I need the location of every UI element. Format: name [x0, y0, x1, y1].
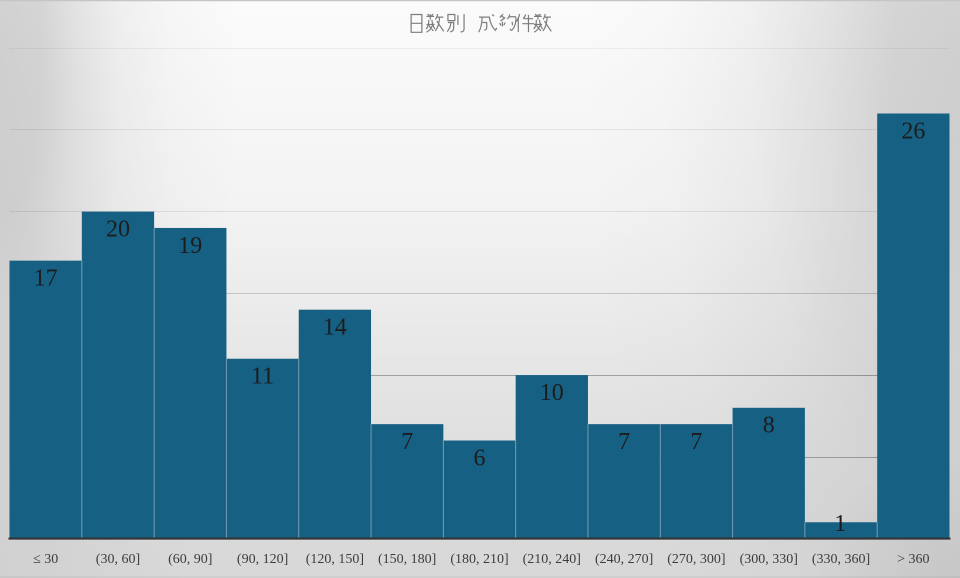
svg-text:8: 8	[763, 413, 775, 439]
svg-text:(300, 330]: (300, 330]	[740, 552, 798, 567]
svg-text:(270, 300]: (270, 300]	[667, 552, 725, 567]
svg-text:(30, 60]: (30, 60]	[96, 552, 140, 567]
svg-text:19: 19	[178, 233, 202, 259]
svg-text:20: 20	[106, 217, 130, 243]
svg-text:(60, 90]: (60, 90]	[168, 552, 212, 567]
svg-text:14: 14	[323, 315, 347, 341]
svg-text:> 360: > 360	[897, 552, 929, 567]
svg-text:(210, 240]: (210, 240]	[523, 552, 581, 567]
svg-text:10: 10	[540, 380, 564, 406]
svg-text:7: 7	[690, 429, 702, 455]
svg-text:6: 6	[474, 445, 486, 471]
svg-text:17: 17	[34, 266, 58, 292]
svg-text:7: 7	[618, 429, 630, 455]
svg-text:(90, 120]: (90, 120]	[237, 552, 288, 567]
svg-text:(180, 210]: (180, 210]	[450, 552, 508, 567]
svg-text:26: 26	[901, 118, 925, 144]
svg-text:(240, 270]: (240, 270]	[595, 552, 653, 567]
svg-text:7: 7	[401, 429, 413, 455]
svg-text:(330, 360]: (330, 360]	[812, 552, 870, 567]
svg-text:(120, 150]: (120, 150]	[306, 552, 364, 567]
svg-text:≤ 30: ≤ 30	[33, 552, 58, 567]
svg-text:11: 11	[251, 364, 274, 390]
svg-text:1: 1	[834, 511, 846, 537]
svg-text:(150, 180]: (150, 180]	[378, 552, 436, 567]
